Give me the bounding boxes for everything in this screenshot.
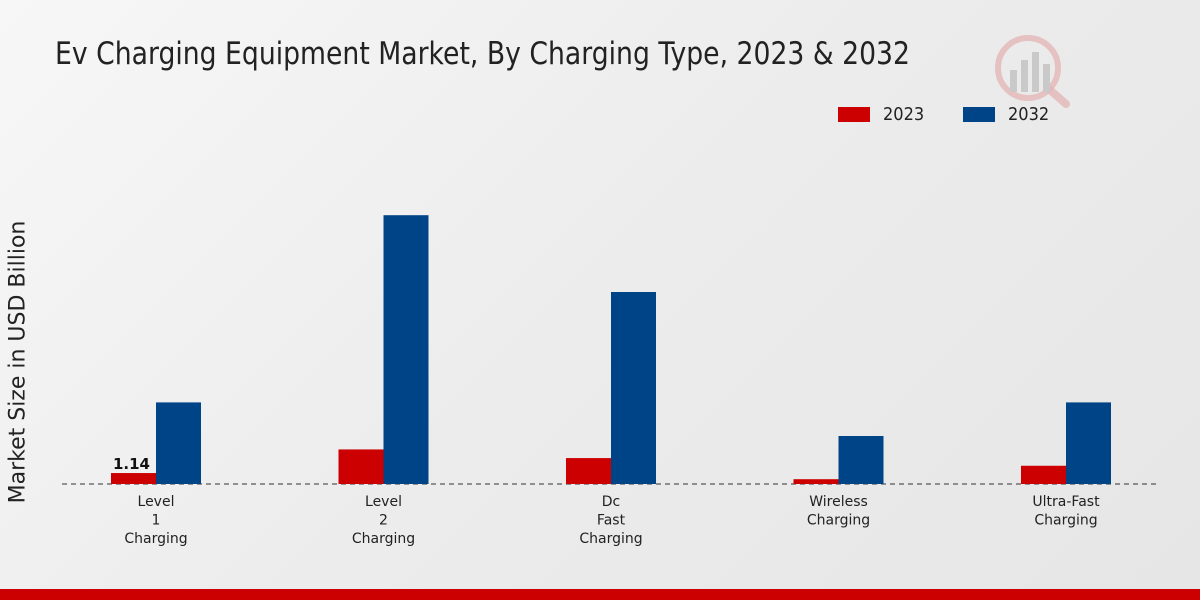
- bar-2032-2: [611, 292, 656, 484]
- bottom-accent-bar: [0, 589, 1200, 600]
- bar-2032-3: [838, 436, 884, 484]
- legend-swatch-2032: [962, 107, 995, 122]
- x-tick-label-1: Level 2 Charging: [352, 494, 415, 547]
- bar-2023-3: [793, 479, 839, 484]
- x-tick-label-2: Dc Fast Charging: [579, 494, 642, 547]
- legend-item-2023: 2023: [838, 104, 929, 125]
- legend-label-2032: 2032: [1007, 104, 1050, 125]
- bar-2032-1: [383, 215, 429, 484]
- watermark-logo-icon: [995, 35, 1070, 108]
- data-label-0: 1.14: [113, 455, 150, 473]
- x-tick-label-4: Ultra-Fast Charging: [1032, 494, 1100, 529]
- x-tick-label-0: Level 1 Charging: [124, 494, 187, 547]
- bar-2023-4: [1021, 465, 1066, 484]
- bar-2023-1: [338, 449, 384, 484]
- bar-2023-0: [111, 473, 156, 484]
- legend: 2023 2032: [838, 104, 1088, 125]
- bar-2023-2: [566, 458, 611, 484]
- x-tick-label-3: Wireless Charging: [807, 494, 870, 529]
- chart-title: Ev Charging Equipment Market, By Chargin…: [55, 36, 910, 72]
- legend-swatch-2023: [838, 107, 870, 122]
- bar-2032-0: [156, 402, 201, 484]
- legend-item-2032: 2032: [962, 104, 1054, 125]
- legend-label-2023: 2023: [883, 104, 925, 125]
- bar-2032-4: [1066, 402, 1111, 484]
